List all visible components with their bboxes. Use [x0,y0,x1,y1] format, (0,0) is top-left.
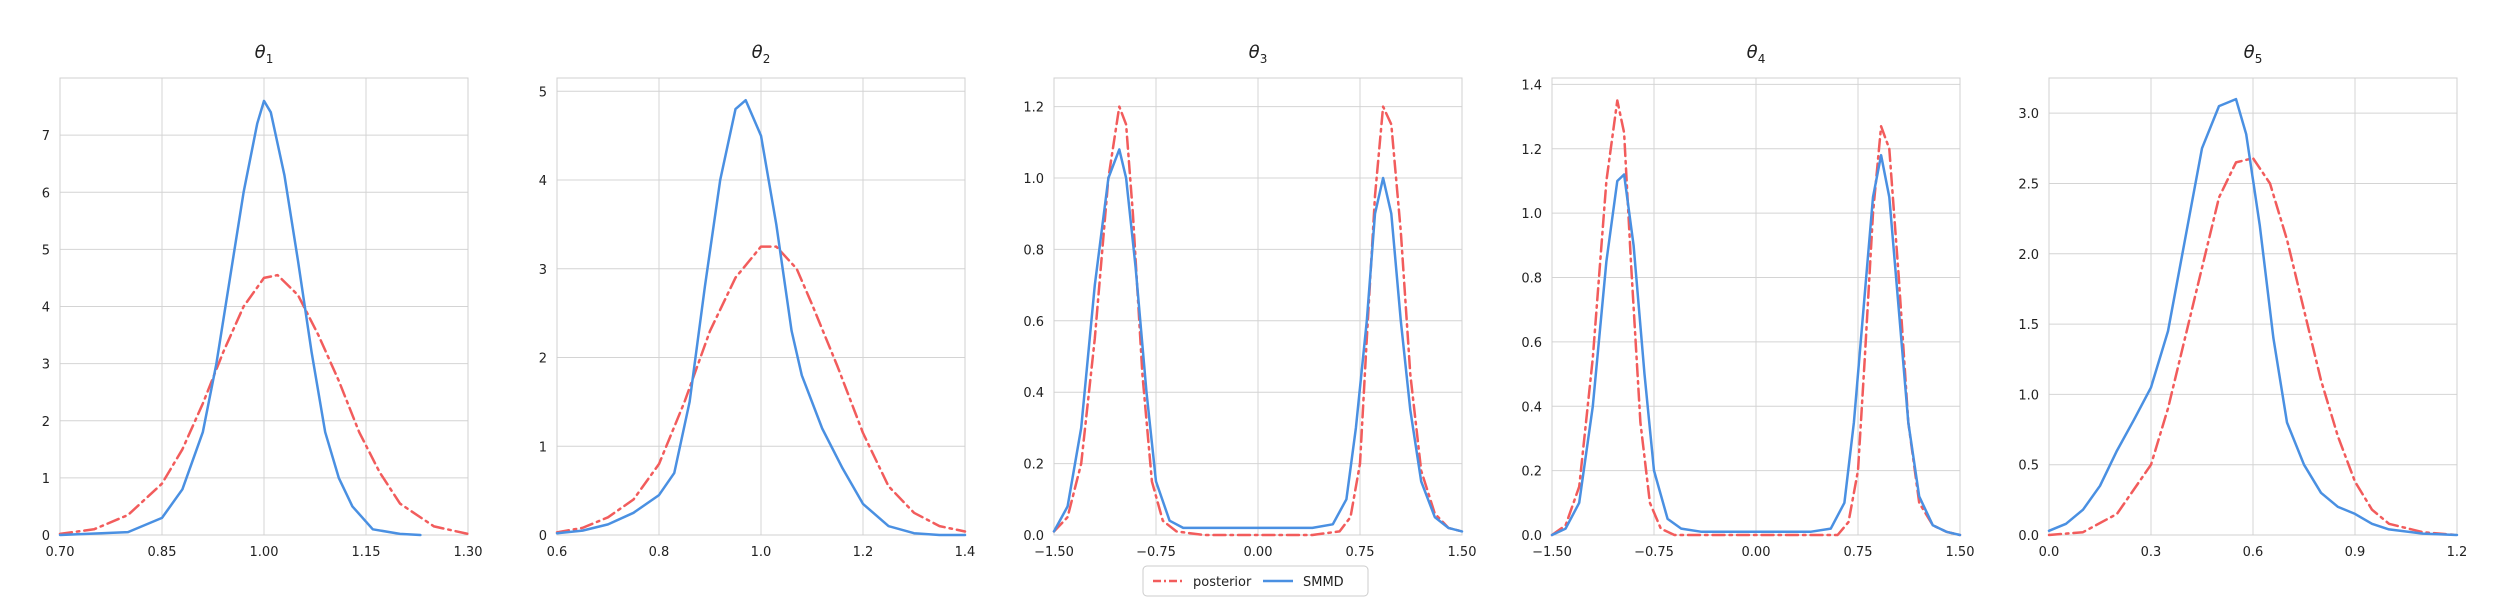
series-line-smmd [1550,153,1962,537]
y-tick-label: 1.4 [1521,78,1542,93]
x-tick-label: 0.70 [46,545,75,560]
y-tick-label: 3 [539,263,547,278]
y-tick-label: 1.2 [1023,101,1044,116]
x-tick-label: 1.50 [1946,545,1975,560]
y-tick-label: 1.2 [1521,143,1542,158]
plot-frame [59,77,469,536]
y-tick-label: 0 [42,529,50,544]
y-tick-label: 0.5 [2018,459,2039,474]
y-tick-label: 3 [42,358,50,373]
panel-title: θ2 [752,42,771,66]
series-line-smmd [555,98,967,537]
panel-title: θ1 [255,42,274,66]
x-tick-label: 0.9 [2345,545,2366,560]
series-line-posterior [2047,156,2459,537]
y-tick-label: 2.0 [2018,248,2039,263]
x-tick-label: 1.00 [250,545,279,560]
panel-1: 0.70 0.85 1.00 1.15 1.30 0 1 2 3 4 5 6 7 θ1 [42,42,483,560]
y-tick-label: 6 [42,186,50,201]
legend-label-smmd: SMMD [1303,575,1344,590]
y-tick-label: 1.0 [1023,172,1044,187]
y-tick-label: 5 [42,243,50,258]
series-line-posterior [555,245,967,534]
y-tick-label: 7 [42,129,50,144]
y-tick-label: 2 [539,352,547,367]
y-tick-label: 1 [42,472,50,487]
x-tick-label: −1.50 [1532,545,1572,560]
series-line-smmd [1052,148,1464,533]
x-tick-label: 1.30 [454,545,483,560]
x-tick-label: 0.8 [649,545,670,560]
y-tick-label: 1 [539,440,547,455]
x-tick-label: 1.2 [2447,545,2468,560]
y-tick-label: 3.0 [2018,107,2039,122]
plot-frame [556,77,966,536]
legend: posterior SMMD [1142,565,1369,597]
y-tick-label: 0.8 [1023,243,1044,258]
x-tick-label: 0.3 [2141,545,2162,560]
series-line-posterior [1550,99,1962,537]
y-tick-label: 0.0 [2018,529,2039,544]
y-tick-label: 0.8 [1521,272,1542,287]
x-tick-label: 1.4 [955,545,976,560]
legend-label-posterior: posterior [1193,575,1252,590]
x-tick-label: 1.50 [1448,545,1477,560]
panel-title: θ4 [1747,42,1766,66]
x-tick-label: −0.75 [1634,545,1674,560]
x-tick-label: 0.75 [1346,545,1375,560]
y-tick-label: 0.6 [1521,336,1542,351]
panel-title: θ5 [2244,42,2263,66]
y-tick-label: 0.0 [1023,529,1044,544]
x-tick-label: −0.75 [1136,545,1176,560]
x-tick-label: 0.75 [1844,545,1873,560]
y-tick-label: 4 [42,301,50,316]
x-tick-label: 0.00 [1244,545,1273,560]
y-tick-label: 0.0 [1521,529,1542,544]
y-tick-label: 0.6 [1023,315,1044,330]
panel-title: θ3 [1249,42,1268,66]
y-tick-label: 0.2 [1023,458,1044,473]
y-tick-label: 1.0 [1521,207,1542,222]
y-tick-label: 2.5 [2018,177,2039,192]
panel-4: −1.50 −0.75 0.00 0.75 1.50 0.0 0.2 0.4 0.6 0.8 1.0… [1521,42,1974,560]
x-tick-label: 0.00 [1742,545,1771,560]
legend-box [1142,565,1369,597]
series-line-posterior [1052,105,1464,537]
y-tick-label: 0.2 [1521,465,1542,480]
panel-3: −1.50 −0.75 0.00 0.75 1.50 0.0 0.2 0.4 0.6 0.8 1.0… [1023,42,1476,560]
y-tick-label: 1.5 [2018,318,2039,333]
y-tick-label: 4 [539,174,547,189]
x-tick-label: 0.6 [2243,545,2264,560]
x-tick-label: 1.2 [853,545,874,560]
y-tick-label: 5 [539,85,547,100]
x-tick-label: 0.0 [2039,545,2060,560]
panel-5: 0.0 0.3 0.6 0.9 1.2 0.0 0.5 1.0 1.5 2.0 2.5 3.0 θ5 [2018,42,2467,560]
x-tick-label: 0.6 [547,545,568,560]
x-tick-label: 0.85 [148,545,177,560]
series-line-smmd [2047,97,2459,537]
x-tick-label: 1.0 [751,545,772,560]
y-tick-label: 2 [42,415,50,430]
series-line-smmd [58,99,422,537]
panel-2: 0.6 0.8 1.0 1.2 1.4 0 1 2 3 4 5 θ2 [539,42,976,560]
plot-frame [2048,77,2458,536]
y-tick-label: 0 [539,529,547,544]
x-tick-label: 1.15 [352,545,381,560]
y-tick-label: 1.0 [2018,388,2039,403]
y-tick-label: 0.4 [1521,400,1542,415]
y-tick-label: 0.4 [1023,386,1044,401]
series-line-posterior [58,273,470,536]
x-tick-label: −1.50 [1034,545,1074,560]
